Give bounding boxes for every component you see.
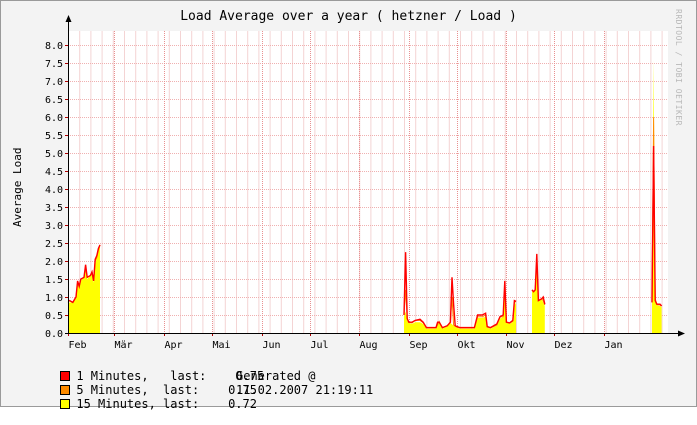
y-tick-label-13: 6.5 [45,95,63,106]
legend-swatch-1min [60,371,71,381]
x-tick-label-Jul: Jul [311,340,329,351]
legend: 1 Minutes, last: 0.75 5 Minutes, last: 0… [17,355,373,411]
y-tick-label-1: 0.5 [45,311,63,322]
generated-timestamp: 11.02.2007 21:19:11 [236,383,374,397]
x-tick-label-Apr: Apr [165,340,183,351]
x-tick-label-Okt: Okt [458,340,476,351]
y-tick-label-4: 2.0 [45,257,63,268]
y-tick-label-2: 1.0 [45,293,63,304]
y-tick-label-12: 6.0 [45,113,63,124]
x-tick-label-Jun: Jun [263,340,281,351]
y-tick-label-0: 0.0 [45,329,63,340]
x-tick-label-Nov: Nov [507,340,525,351]
legend-swatch-5min [60,385,71,395]
x-tick-label-Mai: Mai [213,340,231,351]
y-tick-label-7: 3.5 [45,203,63,214]
y-tick-label-6: 3.0 [45,221,63,232]
legend-label-15min: 15 Minutes, last: 0.72 [76,397,257,411]
legend-row-5min: 5 Minutes, last: 0.75 Generated @ [17,369,315,397]
graph-frame: Load Average over a year ( hetzner / Loa… [0,0,697,411]
line-1minutes-3 [651,145,663,307]
y-tick-label-3: 1.5 [45,275,63,286]
line-1minutes-2 [531,253,546,305]
legend-row-15min: 15 Minutes, last: 0.72 11.02.2007 21:19:1… [17,383,373,411]
y-tick-label-9: 4.5 [45,167,63,178]
y-axis-arrow [65,15,72,22]
legend-label-1min: 1 Minutes, last: 0.75 [76,369,265,383]
y-tick-label-14: 7.0 [45,77,63,88]
line-1minutes-0 [68,244,101,304]
x-tick-label-Dez: Dez [555,340,573,351]
x-tick-label-Aug: Aug [360,340,378,351]
legend-label-5min: 5 Minutes, last: 0.75 [76,383,257,397]
load-chart: 0.0 0.5 1.0 1.5 2.0 2.5 3.0 3.5 4.0 4.5 5.0 5.5 6.0 6… [45,15,685,351]
y-tick-label-8: 4.0 [45,185,63,196]
area-15min-0 [68,246,100,333]
line-1minutes-1 [403,252,517,329]
x-tick-label-Feb: Feb [69,340,87,351]
x-tick-label-Sep: Sep [410,340,428,351]
y-tick-label-15: 7.5 [45,59,63,70]
x-axis-arrow [678,330,685,337]
legend-swatch-15min [60,399,71,409]
x-tick-label-Mär: Mär [115,340,133,351]
chart-title: Load Average over a year ( hetzner / Loa… [180,9,517,24]
y-tick-label-16: 8.0 [45,41,63,52]
y-tick-label-11: 5.5 [45,131,63,142]
y-tick-label-5: 2.5 [45,239,63,250]
y-tick-label-10: 5.0 [45,149,63,160]
legend-row-1min: 1 Minutes, last: 0.75 [17,355,264,383]
generated-label: Generated @ [236,369,316,383]
x-tick-label-Jan: Jan [605,340,623,351]
